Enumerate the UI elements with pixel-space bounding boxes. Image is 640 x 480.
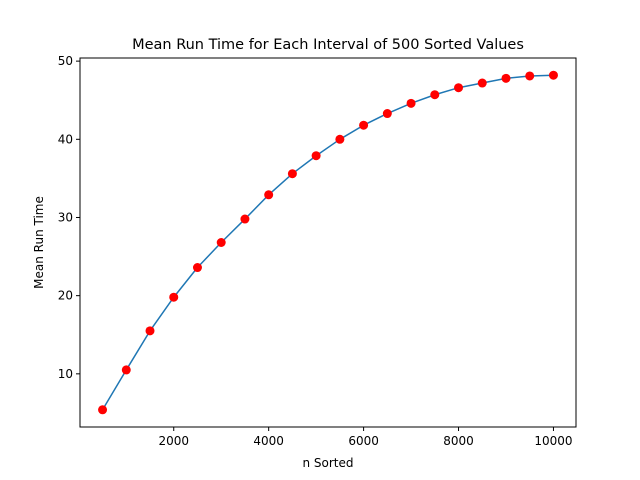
y-tick-label: 20	[58, 289, 73, 303]
data-point-19	[525, 71, 535, 81]
data-point-5	[192, 263, 202, 273]
data-point-17	[477, 78, 487, 88]
data-point-9	[287, 169, 297, 179]
x-axis-label: n Sorted	[302, 456, 353, 470]
y-tick-label: 10	[58, 367, 73, 381]
x-tick-label: 6000	[348, 434, 379, 448]
series-markers	[98, 70, 558, 415]
data-point-2	[121, 365, 131, 375]
x-tick-label: 4000	[253, 434, 284, 448]
data-point-3	[145, 326, 155, 336]
y-tick-label: 40	[58, 132, 73, 146]
data-point-14	[406, 98, 416, 108]
chart-title: Mean Run Time for Each Interval of 500 S…	[132, 37, 524, 53]
data-point-13	[382, 109, 392, 119]
data-point-18	[501, 73, 511, 83]
data-point-7	[240, 214, 250, 224]
y-tick-label: 50	[58, 54, 73, 68]
x-tick-label: 10000	[534, 434, 572, 448]
y-axis-ticks: 10 20 30 40 50	[58, 54, 80, 381]
data-point-8	[264, 190, 274, 200]
data-point-10	[311, 151, 321, 161]
data-point-15	[430, 90, 440, 100]
data-point-20	[548, 70, 558, 80]
y-axis-label: Mean Run Time	[32, 196, 46, 289]
x-axis-ticks: 2000 4000 6000 8000 10000	[158, 427, 573, 448]
data-point-1	[98, 405, 108, 415]
data-point-4	[169, 292, 179, 302]
plot-area	[79, 57, 577, 428]
data-point-12	[359, 120, 369, 130]
data-point-11	[335, 134, 345, 144]
data-point-16	[454, 83, 464, 93]
y-tick-label: 30	[58, 210, 73, 224]
data-point-6	[216, 238, 226, 247]
x-tick-label: 2000	[158, 434, 189, 448]
x-tick-label: 8000	[443, 434, 474, 448]
